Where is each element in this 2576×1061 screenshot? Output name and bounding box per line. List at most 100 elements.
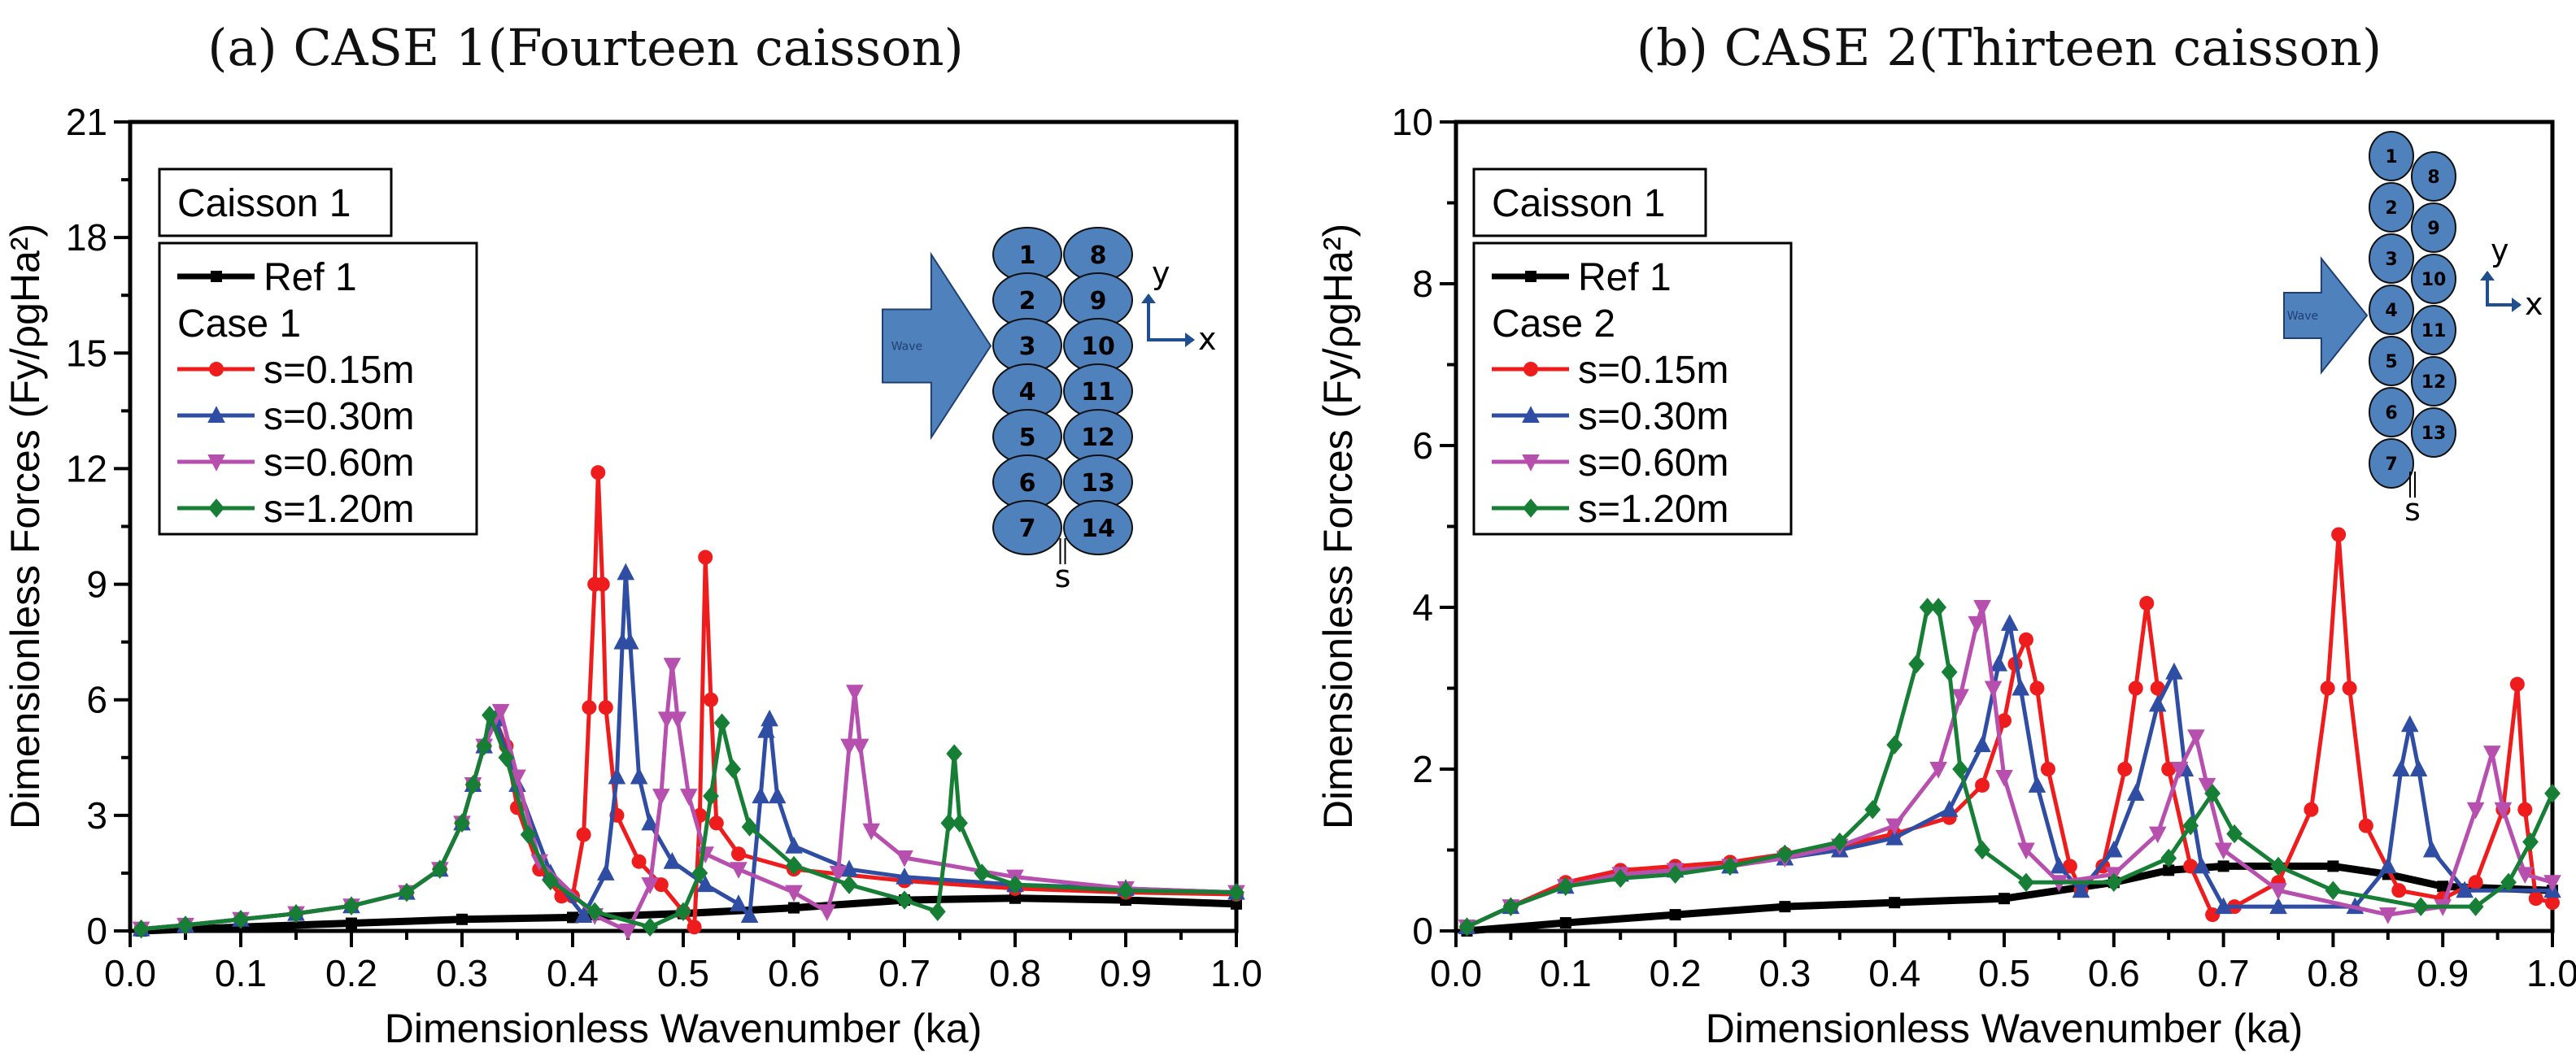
legend-item: s=0.15m bbox=[1492, 349, 1728, 392]
data-point bbox=[2466, 802, 2485, 820]
legend-label: s=0.60m bbox=[1578, 441, 1728, 485]
x-tick-label: 0.5 bbox=[657, 952, 709, 994]
data-point bbox=[713, 713, 730, 733]
y-tick-label: 12 bbox=[66, 447, 107, 489]
x-tick-label: 0.4 bbox=[1868, 952, 1920, 994]
data-point bbox=[2105, 840, 2123, 858]
data-point bbox=[2029, 681, 2045, 696]
data-point bbox=[619, 924, 637, 941]
caisson-circle bbox=[2411, 254, 2456, 304]
data-point bbox=[1559, 917, 1571, 929]
data-point bbox=[818, 904, 836, 922]
data-point bbox=[2204, 784, 2221, 803]
data-point bbox=[2494, 802, 2513, 820]
data-point bbox=[597, 863, 615, 881]
chart-title: (a) CASE 1(Fourteen caisson) bbox=[207, 18, 963, 77]
y-tick-label: 6 bbox=[86, 679, 107, 721]
caisson-number: 14 bbox=[1081, 515, 1115, 543]
data-point bbox=[974, 863, 991, 883]
data-point bbox=[2516, 867, 2535, 885]
data-point bbox=[785, 837, 803, 854]
data-point bbox=[1458, 917, 1475, 937]
legend-box bbox=[1472, 241, 1793, 536]
data-point bbox=[2148, 694, 2167, 712]
data-point bbox=[641, 877, 659, 894]
legend-item: s=0.60m bbox=[177, 441, 414, 485]
legend-label: Ref 1 bbox=[264, 256, 357, 299]
legend-label: s=1.20m bbox=[264, 488, 414, 531]
data-point bbox=[2161, 762, 2177, 776]
data-point bbox=[288, 903, 304, 924]
y-tick-label: 2 bbox=[1412, 748, 1433, 790]
x-tick-label: 1.0 bbox=[1210, 952, 1262, 994]
data-point bbox=[456, 913, 468, 925]
data-point bbox=[2543, 875, 2561, 892]
caisson-circle bbox=[2369, 233, 2414, 284]
data-point bbox=[896, 850, 913, 867]
legend-label: s=0.30m bbox=[264, 395, 414, 438]
data-point bbox=[1951, 689, 1969, 707]
data-point bbox=[698, 550, 713, 565]
caisson-number: 10 bbox=[1081, 333, 1115, 361]
data-point bbox=[2072, 881, 2090, 898]
data-point bbox=[476, 736, 493, 756]
data-point bbox=[1952, 759, 1968, 779]
data-point bbox=[2182, 815, 2199, 836]
legend-item: s=0.15m bbox=[177, 349, 414, 392]
series-s-1-20m bbox=[1458, 598, 2561, 937]
data-point bbox=[652, 789, 670, 806]
data-point bbox=[730, 894, 748, 911]
data-point bbox=[631, 854, 647, 869]
caisson-number: 10 bbox=[2421, 270, 2447, 290]
series-group bbox=[1458, 527, 2561, 937]
caisson-number: 6 bbox=[1019, 469, 1036, 498]
data-point bbox=[1523, 362, 1538, 376]
data-point bbox=[1995, 769, 2013, 787]
legend-item: s=0.30m bbox=[1492, 395, 1728, 438]
x-tick-label: 0.8 bbox=[2307, 952, 2359, 994]
gap-label: s bbox=[2404, 492, 2421, 528]
y-tick-label: 3 bbox=[86, 794, 107, 837]
x-tick-label: 0.6 bbox=[2088, 952, 2140, 994]
data-point bbox=[752, 786, 769, 804]
data-point bbox=[1522, 406, 1540, 423]
data-point bbox=[1919, 598, 1936, 617]
data-point bbox=[1557, 876, 1574, 896]
data-point bbox=[591, 465, 606, 480]
data-point bbox=[2170, 762, 2189, 779]
data-point bbox=[2012, 678, 2030, 696]
y-tick-label: 4 bbox=[1412, 586, 1433, 628]
data-point bbox=[1990, 654, 2008, 672]
data-point bbox=[703, 786, 719, 806]
wave-label: Wave bbox=[2287, 310, 2318, 323]
caisson-number: 7 bbox=[1019, 515, 1036, 543]
data-point bbox=[2437, 881, 2449, 893]
data-point bbox=[2517, 802, 2533, 817]
data-point bbox=[1669, 909, 1681, 921]
legend-label: s=0.15m bbox=[1578, 349, 1728, 392]
data-point bbox=[829, 865, 848, 883]
data-point bbox=[2150, 681, 2165, 696]
legend-item: Ref 1 bbox=[1492, 256, 1672, 299]
legend-label: s=0.30m bbox=[1578, 395, 1728, 438]
data-point bbox=[731, 846, 746, 862]
caisson-circle bbox=[2411, 407, 2456, 458]
data-point bbox=[1228, 882, 1244, 902]
data-point bbox=[704, 692, 718, 707]
data-point bbox=[2522, 832, 2539, 852]
caisson-number: 1 bbox=[1019, 241, 1036, 270]
data-point bbox=[2187, 729, 2205, 746]
data-point bbox=[2028, 776, 2046, 793]
x-tick-label: 0.2 bbox=[1650, 952, 1702, 994]
data-point bbox=[1007, 875, 1023, 894]
data-point bbox=[2000, 614, 2019, 631]
caisson-number: 7 bbox=[2385, 454, 2397, 475]
data-point bbox=[177, 915, 194, 935]
data-point bbox=[2528, 891, 2543, 907]
y-tick-label: 0 bbox=[86, 910, 107, 952]
data-point bbox=[617, 563, 635, 581]
series-line bbox=[141, 570, 1237, 932]
data-point bbox=[2050, 856, 2068, 874]
